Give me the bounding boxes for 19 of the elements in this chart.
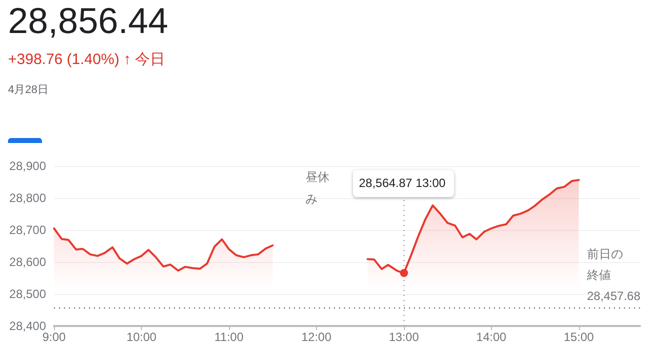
x-tick-label: 11:00 bbox=[214, 330, 244, 344]
chart-title: 28,856.44 bbox=[8, 0, 168, 42]
annotation: 28,564.87 13:00 bbox=[358, 176, 446, 190]
x-tick-label: 10:00 bbox=[126, 330, 157, 344]
y-tick-label: 28,400 bbox=[9, 319, 46, 333]
y-tick-label: 28,600 bbox=[9, 255, 46, 269]
chart-subtitle: +398.76 (1.40%) ↑ 今日 bbox=[8, 50, 166, 69]
x-tick-label: 15:00 bbox=[564, 330, 594, 344]
x-tick-label: 14:00 bbox=[476, 330, 507, 344]
x-tick-label: 13:00 bbox=[388, 330, 420, 344]
y-tick-label: 28,700 bbox=[9, 223, 46, 237]
x-tick-label: 12:00 bbox=[301, 330, 332, 344]
ref-line-label: 前日の終値 28,457.68 bbox=[587, 246, 640, 305]
y-tick-label: 28,900 bbox=[9, 159, 46, 173]
x-tick-label: 9:00 bbox=[42, 330, 66, 344]
annotation: 昼休み bbox=[305, 169, 330, 208]
y-tick-label: 28,500 bbox=[9, 287, 46, 301]
text: 4月28日 bbox=[8, 83, 48, 97]
y-tick-label: 28,800 bbox=[9, 191, 46, 205]
